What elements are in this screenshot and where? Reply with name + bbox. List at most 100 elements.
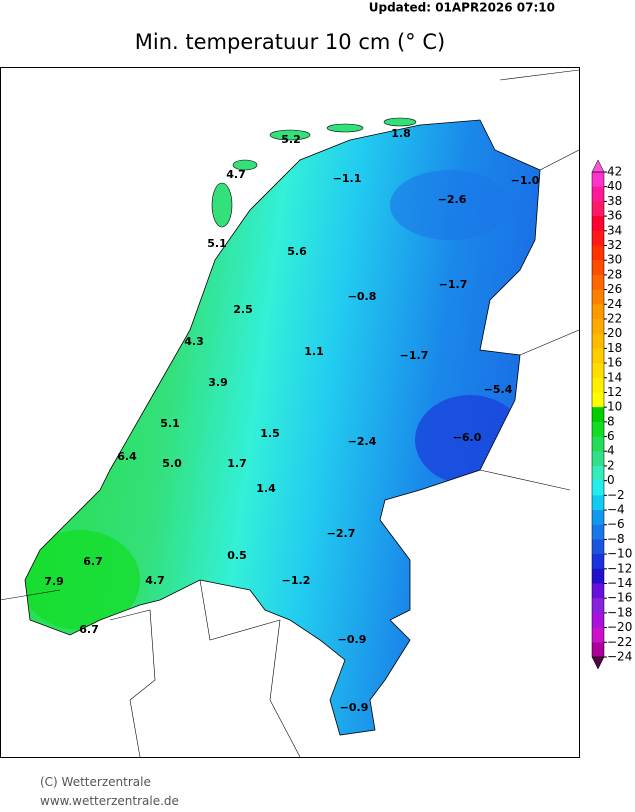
colorbar-label: 24 <box>607 297 622 311</box>
station-value: 0.5 <box>227 549 247 562</box>
station-value: −2.7 <box>327 527 356 540</box>
station-value: 5.6 <box>287 245 307 258</box>
station-value: −0.9 <box>338 633 367 646</box>
colorbar-label: 22 <box>607 311 622 325</box>
colorbar-band <box>592 451 604 467</box>
title: Min. temperatuur 10 cm (° C) <box>135 30 445 54</box>
colorbar-band <box>592 289 604 305</box>
colorbar-label: 4 <box>607 444 615 458</box>
station-value: −0.9 <box>340 701 369 714</box>
colorbar-label: −2 <box>607 488 625 502</box>
colorbar-band <box>592 480 604 496</box>
station-value: 5.1 <box>207 237 227 250</box>
colorbar-label: −24 <box>607 650 632 664</box>
colorbar-band <box>592 568 604 585</box>
colorbar-label: 42 <box>607 165 622 179</box>
colorbar-band <box>592 436 604 452</box>
colorbar-label: 6 <box>607 429 615 443</box>
station-value: 1.5 <box>260 427 280 440</box>
colorbar-band <box>592 510 604 526</box>
colorbar-band <box>592 524 604 540</box>
url: www.wetterzentrale.de <box>40 794 179 808</box>
colorbar-label: 34 <box>607 223 622 237</box>
colorbar-label: −20 <box>607 620 632 634</box>
colorbar-band <box>592 333 604 349</box>
colorbar-label: 0 <box>607 473 615 487</box>
colorbar-label: 26 <box>607 282 622 296</box>
station-value: 5.0 <box>162 457 182 470</box>
station-value: 2.5 <box>233 303 253 316</box>
colorbar-label: 14 <box>607 370 622 384</box>
station-value: 7.9 <box>44 575 64 588</box>
station-value: 5.2 <box>281 133 301 146</box>
station-value: −1.7 <box>400 349 429 362</box>
colorbar-label: −14 <box>607 576 632 590</box>
colorbar-label: −4 <box>607 503 625 517</box>
colorbar-top <box>591 159 605 173</box>
colorbar-label: 30 <box>607 253 622 267</box>
colorbar-band <box>592 230 604 246</box>
station-value: 1.4 <box>256 482 276 495</box>
colorbar-band <box>592 172 604 188</box>
station-value: 1.7 <box>227 457 247 470</box>
colorbar-bottom <box>591 656 605 670</box>
colorbar-band <box>592 421 604 438</box>
colorbar-band <box>592 363 604 379</box>
colorbar-band <box>592 583 604 599</box>
colorbar-frame <box>591 171 605 658</box>
station-value: −5.4 <box>484 383 513 396</box>
colorbar-label: 20 <box>607 326 622 340</box>
colorbar-label: 12 <box>607 385 622 399</box>
colorbar-label: −12 <box>607 561 632 575</box>
station-value: −6.0 <box>453 431 482 444</box>
station-value: 1.1 <box>304 345 324 358</box>
colorbar-band <box>592 377 604 393</box>
colorbar-band <box>592 348 604 364</box>
colorbar-label: −6 <box>607 517 625 531</box>
station-value: −1.7 <box>439 278 468 291</box>
colorbar-label: 16 <box>607 356 622 370</box>
colorbar-band <box>592 554 604 570</box>
station-value: 6.7 <box>83 555 103 568</box>
station-value: 5.1 <box>160 417 180 430</box>
station-value: 4.7 <box>145 574 165 587</box>
map-frame <box>0 67 580 758</box>
colorbar-band <box>592 465 604 482</box>
colorbar-band <box>592 260 604 276</box>
colorbar-band <box>592 304 604 320</box>
colorbar-band <box>592 392 604 408</box>
station-value: −2.4 <box>348 435 377 448</box>
station-value: 4.3 <box>184 335 204 348</box>
colorbar-band <box>592 216 604 232</box>
station-value: −1.0 <box>511 174 540 187</box>
colorbar-band <box>592 186 604 202</box>
copyright: (C) Wetterzentrale <box>40 775 151 789</box>
islands <box>211 117 417 228</box>
station-value: 3.9 <box>208 376 228 389</box>
station-value: −2.6 <box>438 193 467 206</box>
colorbar-label: 2 <box>607 458 615 472</box>
station-value: −0.8 <box>348 290 377 303</box>
colorbar-band <box>592 495 604 511</box>
outside-borders <box>0 69 580 758</box>
station-value: 6.4 <box>117 450 137 463</box>
colorbar-label: 32 <box>607 238 622 252</box>
colorbar-band <box>592 598 604 614</box>
colorbar-label: 8 <box>607 414 615 428</box>
country-border <box>24 119 541 736</box>
station-value: −1.1 <box>333 172 362 185</box>
colorbar-label: −22 <box>607 635 632 649</box>
colorbar-band <box>592 201 604 217</box>
station-value: 4.7 <box>226 168 246 181</box>
colorbar-band <box>592 642 604 658</box>
colorbar-label: 28 <box>607 267 622 281</box>
station-value: 1.8 <box>391 127 411 140</box>
colorbar-band <box>592 274 604 291</box>
colorbar-label: 18 <box>607 341 622 355</box>
colorbar-band <box>592 245 604 261</box>
colorbar-label: −10 <box>607 547 632 561</box>
colorbar-label: 10 <box>607 400 622 414</box>
colorbar-band <box>592 407 604 423</box>
colorbar-label: 40 <box>607 179 622 193</box>
